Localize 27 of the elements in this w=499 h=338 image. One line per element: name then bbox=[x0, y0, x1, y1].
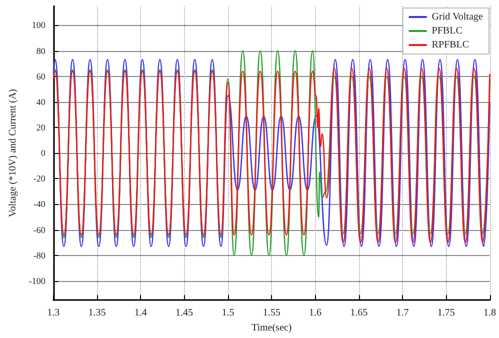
x-tick-label: 1.45 bbox=[176, 308, 194, 319]
y-tick-label: 80 bbox=[36, 46, 46, 56]
x-tick-label: 1.55 bbox=[262, 308, 280, 319]
y-tick-label: 0 bbox=[40, 148, 46, 158]
y-tick-label: -100 bbox=[28, 276, 46, 286]
y-tick-label: 100 bbox=[32, 20, 46, 30]
y-tick-label: -20 bbox=[33, 174, 46, 184]
y-tick-label: 20 bbox=[36, 122, 46, 132]
y-tick-label: 40 bbox=[36, 96, 46, 107]
y-tick-label: -40 bbox=[33, 199, 46, 210]
y-tick-label: 60 bbox=[36, 71, 46, 82]
x-tick-label: 1.6 bbox=[308, 308, 322, 319]
x-tick-label: 1.3 bbox=[47, 308, 60, 319]
x-axis-title: Time(sec) bbox=[251, 322, 292, 334]
x-tick-label: 1.35 bbox=[88, 308, 106, 319]
x-tick-label: 1.5 bbox=[222, 308, 234, 319]
x-tick-label: 1.4 bbox=[134, 308, 147, 319]
y-tick-label: -60 bbox=[33, 224, 46, 235]
x-tick-label: 1.7 bbox=[396, 308, 409, 319]
legend-label: PFBLC bbox=[432, 26, 463, 36]
legend-label: Grid Voltage bbox=[432, 12, 484, 22]
x-tick-label: 1.75 bbox=[437, 308, 455, 319]
x-tick-label: 1.65 bbox=[350, 308, 368, 319]
legend-label: RPFBLC bbox=[432, 40, 470, 50]
y-axis-title: Voltage (*10V) and Current (A) bbox=[8, 88, 18, 218]
x-tick-label: 1.8 bbox=[484, 308, 496, 319]
y-tick-label: -80 bbox=[33, 250, 46, 260]
